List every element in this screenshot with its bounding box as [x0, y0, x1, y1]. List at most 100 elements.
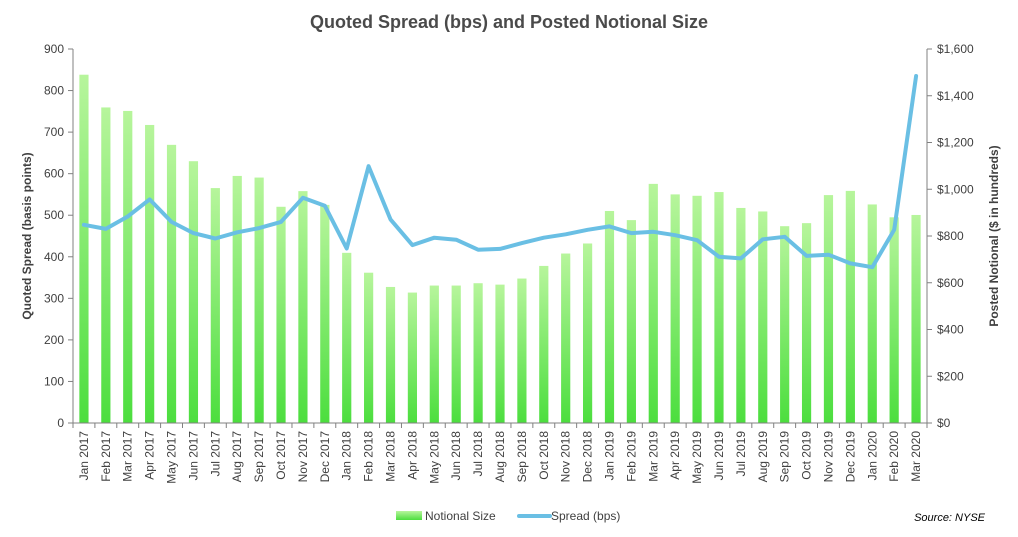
bar-notional: [582, 243, 593, 423]
legend-label-spread: Spread (bps): [551, 509, 620, 523]
right-tick-label: $1,400: [937, 89, 974, 103]
bar-notional: [145, 124, 155, 423]
bar-notional: [758, 211, 768, 423]
x-tick-label: Mar 2018: [384, 431, 398, 482]
x-tick-label: May 2019: [690, 431, 704, 484]
right-axis-label: Posted Notional ($ in hundreds): [987, 145, 1001, 326]
x-tick-label: Apr 2017: [143, 431, 157, 480]
bar-notional: [517, 278, 527, 423]
legend-label-notional: Notional Size: [425, 509, 496, 523]
legend: Notional Size Spread (bps): [396, 509, 620, 523]
left-y-axis: 0 100 200 300 400 500 600 700 800 900: [44, 42, 74, 430]
x-tick-label: Jun 2017: [186, 431, 200, 481]
right-tick-label: $1,000: [937, 182, 974, 196]
x-tick-label: Dec 2019: [843, 431, 857, 483]
x-tick-label: Feb 2018: [362, 431, 376, 482]
x-tick-label: Nov 2017: [296, 431, 310, 483]
bar-notional: [561, 253, 571, 423]
x-tick-label: Oct 2018: [537, 431, 551, 480]
bar-notional: [801, 223, 812, 423]
x-tick-label: Jan 2017: [77, 431, 91, 481]
right-tick-label: $600: [937, 276, 964, 290]
left-tick-label: 900: [44, 42, 64, 56]
x-tick-label: Jul 2018: [471, 431, 485, 477]
bar-notional: [823, 195, 834, 423]
bar-notional: [451, 285, 461, 423]
bar-notional: [889, 217, 899, 423]
x-tick-label: Nov 2019: [822, 431, 836, 483]
left-tick-label: 400: [44, 250, 64, 264]
chart-title: Quoted Spread (bps) and Posted Notional …: [310, 12, 708, 32]
bar-notional: [166, 144, 177, 423]
bar-notional: [780, 226, 790, 423]
bar-notional: [254, 177, 264, 423]
x-tick-label: Dec 2017: [318, 431, 332, 483]
x-tick-label: Jan 2018: [340, 431, 354, 481]
bar-notional: [495, 284, 505, 423]
bar-notional: [911, 214, 921, 423]
bar-notional: [867, 204, 877, 423]
bar-notional: [473, 283, 483, 423]
x-axis: Jan 2017 Feb 2017 Mar 2017 Apr 2017 May 2017…: [72, 422, 928, 484]
left-tick-label: 700: [44, 125, 64, 139]
bar-notional: [845, 190, 855, 423]
x-tick-label: Jan 2020: [865, 431, 879, 481]
right-tick-label: $800: [937, 229, 964, 243]
bar-notional: [692, 195, 702, 423]
x-tick-label: Mar 2020: [909, 431, 923, 482]
x-tick-label: Apr 2018: [405, 431, 419, 480]
bar-notional: [429, 285, 439, 423]
x-tick-label: Mar 2017: [121, 431, 135, 482]
right-y-axis: $0 $200 $400 $600 $800 $1,000 $1,200 $1,400 $1,6…: [926, 42, 974, 430]
bar-notional: [714, 192, 724, 423]
x-tick-label: Aug 2017: [230, 431, 244, 483]
bar-notional: [79, 74, 89, 424]
bar-notional: [604, 210, 615, 423]
x-tick-label: May 2018: [427, 431, 441, 484]
right-tick-label: $1,200: [937, 136, 974, 150]
bar-notional: [539, 265, 549, 423]
x-tick-label: Feb 2017: [99, 431, 113, 482]
bar-notional: [626, 220, 636, 423]
left-tick-label: 500: [44, 208, 64, 222]
x-tick-label: Aug 2018: [493, 431, 507, 483]
x-tick-label: Jul 2019: [734, 431, 748, 477]
x-tick-label: Apr 2019: [668, 431, 682, 480]
x-tick-label: Mar 2019: [646, 431, 660, 482]
bar-notional: [648, 183, 658, 423]
x-tick-label: Feb 2020: [887, 431, 901, 482]
x-tick-label: Sep 2019: [778, 431, 792, 483]
right-tick-label: $0: [937, 416, 951, 430]
bar-notional: [320, 204, 330, 423]
bar-notional: [232, 175, 242, 423]
x-tick-label: Jan 2019: [603, 431, 617, 481]
line-series: [81, 74, 919, 270]
x-tick-label: Sep 2018: [515, 431, 529, 483]
bar-notional: [298, 191, 308, 423]
x-tick-label: Oct 2019: [800, 431, 814, 480]
left-tick-label: 800: [44, 84, 64, 98]
left-tick-label: 0: [57, 416, 64, 430]
right-tick-label: $400: [937, 323, 964, 337]
left-axis-label: Quoted Spread (basis points): [20, 152, 34, 319]
x-tick-label: Jul 2017: [208, 431, 222, 477]
bar-notional: [385, 286, 396, 423]
x-tick-label: Oct 2017: [274, 431, 288, 480]
left-tick-label: 100: [44, 374, 64, 388]
bar-notional: [188, 161, 199, 423]
bar-notional: [276, 206, 286, 423]
x-tick-label: Sep 2017: [252, 431, 266, 483]
bar-notional: [364, 272, 374, 423]
x-tick-label: Aug 2019: [756, 431, 770, 483]
x-tick-label: Jun 2019: [712, 431, 726, 481]
left-tick-label: 200: [44, 333, 64, 347]
bar-notional: [736, 207, 746, 423]
left-tick-label: 300: [44, 291, 64, 305]
bar-notional: [101, 107, 111, 423]
x-tick-label: Feb 2019: [624, 431, 638, 482]
spread-line: [81, 74, 919, 270]
bar-notional: [407, 292, 418, 423]
legend-swatch-notional: [396, 511, 422, 520]
x-tick-label: May 2017: [165, 431, 179, 484]
